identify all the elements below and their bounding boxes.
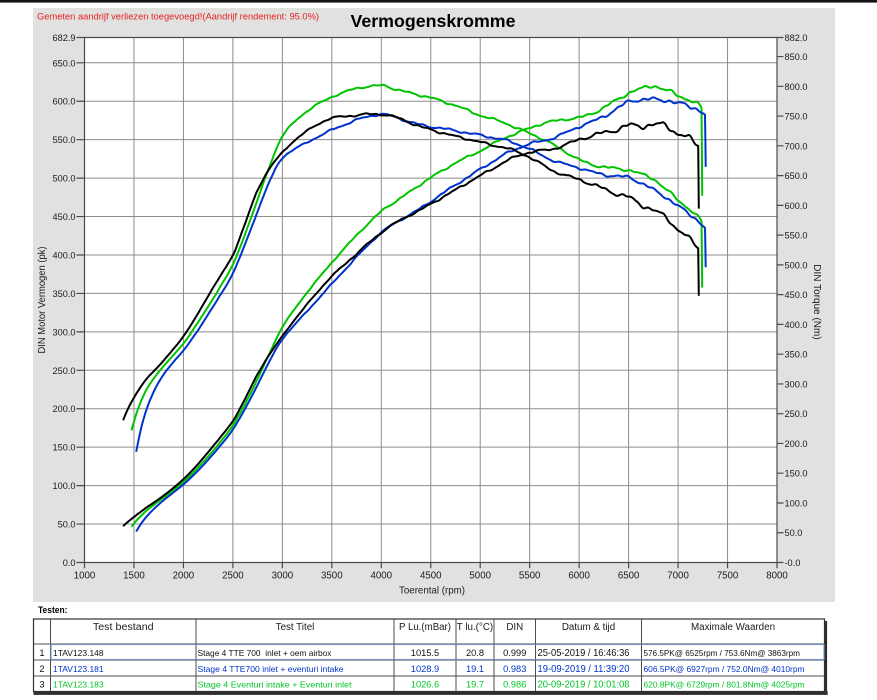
svg-text:2000: 2000 — [173, 571, 195, 582]
svg-text:DIN Motor Vermogen (pk): DIN Motor Vermogen (pk) — [37, 247, 48, 354]
svg-text:Stage 4 Eventuri intake + Even: Stage 4 Eventuri intake + Eventuri inlet — [198, 680, 353, 690]
svg-text:8000: 8000 — [766, 571, 788, 582]
svg-text:19.1: 19.1 — [466, 664, 484, 674]
svg-text:1015.5: 1015.5 — [411, 648, 439, 658]
svg-text:2500: 2500 — [222, 571, 244, 582]
svg-text:150.0: 150.0 — [785, 469, 808, 479]
svg-text:300.0: 300.0 — [785, 379, 808, 389]
svg-text:Datum & tijd: Datum & tijd — [562, 622, 615, 633]
svg-text:P Lu.(mBar): P Lu.(mBar) — [399, 622, 451, 633]
svg-text:4500: 4500 — [420, 571, 442, 582]
svg-text:250.0: 250.0 — [53, 366, 76, 376]
svg-text:400.0: 400.0 — [53, 250, 76, 260]
svg-text:3500: 3500 — [321, 571, 343, 582]
svg-text:1TAV123.181: 1TAV123.181 — [53, 664, 104, 674]
svg-text:Test bestand: Test bestand — [93, 622, 154, 633]
svg-text:Stage 4 TTE 700 inlet + oem a: Stage 4 TTE 700 inlet + oem airbox — [198, 648, 333, 658]
svg-text:3000: 3000 — [272, 571, 294, 582]
svg-text:1026.6: 1026.6 — [411, 680, 439, 690]
svg-text:100.0: 100.0 — [785, 498, 808, 508]
svg-text:576.5PK@ 6525rpm / 753.6Nm@ 38: 576.5PK@ 6525rpm / 753.6Nm@ 3863rpm — [644, 649, 801, 658]
svg-text:DIN Torque (Nm): DIN Torque (Nm) — [811, 264, 822, 339]
svg-text:100.0: 100.0 — [53, 481, 76, 491]
svg-text:450.0: 450.0 — [785, 290, 808, 300]
svg-text:-0.0: -0.0 — [785, 558, 801, 568]
svg-text:200.0: 200.0 — [785, 439, 808, 449]
svg-text:2: 2 — [39, 664, 44, 674]
svg-text:1028.9: 1028.9 — [411, 664, 439, 674]
svg-text:1500: 1500 — [123, 571, 145, 582]
svg-text:750.0: 750.0 — [785, 112, 808, 122]
svg-text:650.0: 650.0 — [785, 171, 808, 181]
svg-text:Maximale Waarden: Maximale Waarden — [691, 622, 775, 633]
svg-text:1TAV123.148: 1TAV123.148 — [53, 648, 104, 658]
svg-text:400.0: 400.0 — [785, 320, 808, 330]
svg-text:620.8PK@ 6729rpm / 801.8Nm@ 40: 620.8PK@ 6729rpm / 801.8Nm@ 4025rpm — [644, 681, 805, 690]
svg-text:600.0: 600.0 — [785, 201, 808, 211]
svg-text:20-09-2019 / 10:01:08: 20-09-2019 / 10:01:08 — [538, 680, 630, 691]
svg-text:Gemeten aandrijf verliezen toe: Gemeten aandrijf verliezen toegevoegd!(A… — [37, 12, 319, 23]
svg-text:Test Titel: Test Titel — [276, 622, 315, 633]
svg-text:350.0: 350.0 — [785, 350, 808, 360]
svg-text:19-09-2019 / 11:39:20: 19-09-2019 / 11:39:20 — [538, 664, 630, 675]
svg-text:6000: 6000 — [568, 571, 590, 582]
svg-text:4000: 4000 — [371, 571, 393, 582]
svg-text:0.986: 0.986 — [503, 680, 526, 690]
svg-text:700.0: 700.0 — [785, 141, 808, 151]
svg-text:250.0: 250.0 — [785, 409, 808, 419]
svg-text:3: 3 — [39, 680, 44, 690]
svg-text:882.0: 882.0 — [785, 33, 808, 43]
svg-text:T lu.(°C): T lu.(°C) — [457, 622, 493, 633]
svg-text:50.0: 50.0 — [785, 528, 803, 538]
svg-text:7000: 7000 — [667, 571, 689, 582]
svg-text:7500: 7500 — [717, 571, 739, 582]
svg-text:1: 1 — [39, 648, 44, 658]
svg-text:600.0: 600.0 — [53, 97, 76, 107]
svg-text:800.0: 800.0 — [785, 82, 808, 92]
svg-text:300.0: 300.0 — [53, 327, 76, 337]
svg-text:682.9: 682.9 — [53, 33, 76, 43]
svg-text:550.0: 550.0 — [785, 231, 808, 241]
svg-text:500.0: 500.0 — [53, 174, 76, 184]
svg-text:6500: 6500 — [618, 571, 640, 582]
svg-text:DIN: DIN — [506, 622, 523, 633]
svg-text:1000: 1000 — [74, 571, 96, 582]
svg-text:450.0: 450.0 — [53, 212, 76, 222]
svg-text:5000: 5000 — [469, 571, 491, 582]
svg-text:650.0: 650.0 — [53, 58, 76, 68]
svg-text:0.0: 0.0 — [63, 558, 76, 568]
svg-text:350.0: 350.0 — [53, 289, 76, 299]
svg-text:50.0: 50.0 — [58, 520, 76, 530]
svg-text:500.0: 500.0 — [785, 260, 808, 270]
svg-text:25-05-2019 / 16:46:36: 25-05-2019 / 16:46:36 — [538, 648, 630, 659]
svg-text:550.0: 550.0 — [53, 135, 76, 145]
svg-text:150.0: 150.0 — [53, 443, 76, 453]
svg-text:0.999: 0.999 — [503, 648, 526, 658]
svg-text:Testen:: Testen: — [38, 605, 68, 616]
svg-text:200.0: 200.0 — [53, 404, 76, 414]
svg-text:0.983: 0.983 — [503, 664, 526, 674]
svg-text:5500: 5500 — [519, 571, 541, 582]
svg-text:1TAV123.183: 1TAV123.183 — [53, 680, 104, 690]
svg-text:Toerental (rpm): Toerental (rpm) — [399, 586, 465, 597]
svg-text:19.7: 19.7 — [466, 680, 484, 690]
svg-text:850.0: 850.0 — [785, 52, 808, 62]
svg-text:Stage 4 TTE700 inlet + eventur: Stage 4 TTE700 inlet + eventuri intake — [198, 664, 344, 674]
svg-text:20.8: 20.8 — [466, 648, 484, 658]
svg-text:Vermogenskromme: Vermogenskromme — [351, 11, 516, 31]
svg-text:606.5PK@ 6927rpm / 752.0Nm@ 40: 606.5PK@ 6927rpm / 752.0Nm@ 4010rpm — [644, 665, 805, 674]
